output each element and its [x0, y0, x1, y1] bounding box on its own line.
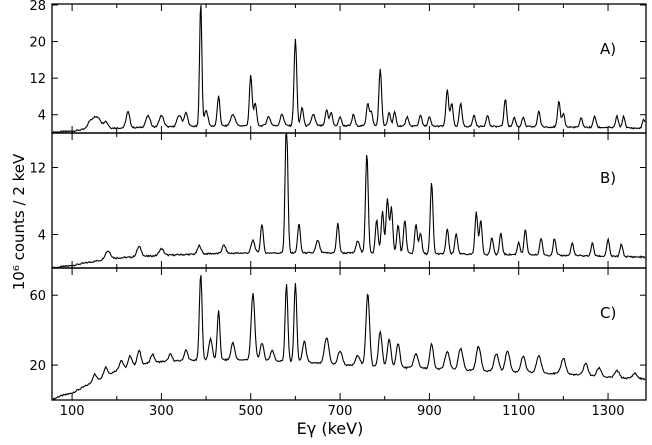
panel-b: 4 12 B) [29, 132, 647, 269]
spectrum-line [52, 275, 646, 401]
x-tick-label: 900 [417, 404, 442, 419]
x-tick-label: 1300 [591, 404, 624, 419]
panel-label: B) [600, 169, 616, 187]
spectrum-line [52, 4, 646, 134]
x-tick-label: 300 [149, 404, 174, 419]
x-tick-label: 1100 [502, 404, 535, 419]
y-tick-label: 4 [38, 229, 46, 244]
panel-label: A) [600, 40, 616, 58]
x-tick-label: 700 [328, 404, 353, 419]
y-tick-label: 28 [29, 0, 46, 14]
y-tick-label: 60 [29, 289, 46, 304]
y-tick-label: 4 [38, 109, 46, 124]
panel-c: 20 60 C) [29, 267, 647, 401]
y-tick-label: 12 [29, 162, 46, 177]
y-tick-label: 20 [29, 36, 46, 51]
x-tick-label: 500 [238, 404, 263, 419]
y-tick-label: 12 [29, 72, 46, 87]
y-axis-label: 10⁶ counts / 2 keV [10, 153, 28, 290]
panels: 4 12 20 28 A) 4 12 B) 20 60 C) [29, 0, 647, 401]
x-axis-label: Eγ (keV) [297, 419, 364, 438]
panel-label: C) [600, 304, 616, 322]
spectrum-line [52, 132, 646, 269]
y-tick-label: 20 [29, 359, 46, 374]
x-tick-labels: 100 300 500 700 900 1100 1300 [60, 404, 625, 419]
panel-a: 4 12 20 28 A) [29, 0, 647, 134]
panel-frame [51, 132, 647, 269]
panel-frame [51, 267, 647, 401]
x-tick-label: 100 [60, 404, 85, 419]
